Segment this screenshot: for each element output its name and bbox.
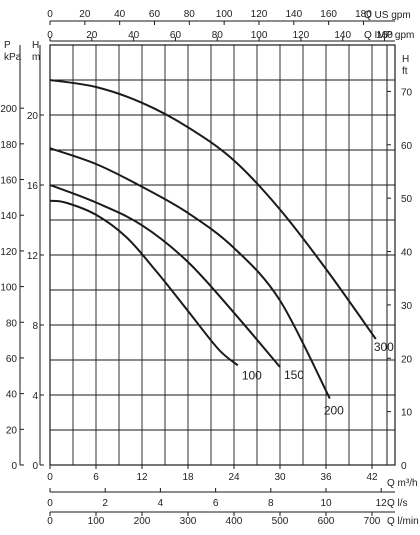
y-kpa-tick-label: 180 [0,140,17,151]
y-tick-label: 4 [32,391,38,402]
x-tick-label: 42 [366,472,378,483]
y-ft-tick-label: 40 [401,248,413,259]
y-ft-axis-unit: ft [402,66,408,77]
y-kpa-tick-label: 100 [0,283,17,294]
y-kpa-tick-label: 160 [0,176,17,187]
curve-200 [49,147,331,399]
x-impgpm-axis-label: Q IMP gpm [364,30,414,41]
y-ft-tick-label: 70 [401,87,413,98]
x-axis-label: Q m³/h [387,478,418,489]
x-tick-label: 36 [320,472,332,483]
y-axis-label: H [32,40,39,51]
y-kpa-tick-label: 20 [6,425,18,436]
y-ft-tick-label: 50 [401,194,413,205]
x-tick-label: 24 [228,472,240,483]
curve-300 [49,79,377,340]
x-lmin-tick-label: 0 [47,516,53,527]
curve-label-300: 300 [374,340,394,354]
x-usgpm-tick-label: 0 [47,9,53,20]
x-tick-label: 6 [93,472,99,483]
axes: 0 6 12 18 24 30 36 42Q m³/h0 2 4 6 8 10 12 Q l/s0 100 20… [0,9,418,527]
x-lmin-tick-label: 200 [134,516,151,527]
y-kpa-tick-label: 120 [0,247,17,258]
x-impgpm-tick-label: 160 [376,30,393,41]
y-ft-tick-label: 10 [401,408,413,419]
y-tick-label: 20 [27,111,39,122]
x-lps-axis-label: Q l/s [387,498,408,509]
x-impgpm-tick-label: 100 [251,30,268,41]
curve-label-200: 200 [324,404,344,418]
x-usgpm-axis-label: Q US gpm [364,10,411,21]
x-impgpm-tick-label: 0 [47,30,53,41]
x-usgpm-tick-label: 140 [285,9,302,20]
y-kpa-tick-label: 140 [0,211,17,222]
x-lmin-tick-label: 500 [272,516,289,527]
x-impgpm-tick-label: 120 [293,30,310,41]
x-tick-label: 30 [274,472,286,483]
x-tick-label: 18 [182,472,194,483]
x-lmin-tick-label: 300 [180,516,197,527]
x-usgpm-tick-label: 80 [184,9,196,20]
y-kpa-tick-label: 60 [6,354,18,365]
x-lps-tick-label: 6 [213,498,219,509]
curve-100 [49,199,239,367]
grid [50,45,395,465]
plot-frame [49,44,396,466]
y-tick-label: 16 [27,181,39,192]
x-usgpm-tick-label: 40 [114,9,126,20]
y-tick-label: 0 [32,461,38,472]
x-lps-tick-label: 4 [158,498,164,509]
x-lmin-tick-label: 600 [318,516,335,527]
x-lps-tick-label: 10 [320,498,332,509]
y-tick-label: 8 [32,321,38,332]
x-impgpm-tick-label: 20 [86,30,98,41]
y-kpa-tick-label: 200 [0,104,17,115]
x-usgpm-tick-label: 180 [355,9,372,20]
curve-label-100: 100 [242,368,262,382]
x-usgpm-tick-label: 160 [320,9,337,20]
x-lps-tick-label: 8 [268,498,274,509]
y-ft-tick-label: 60 [401,141,413,152]
curves [49,79,377,399]
x-lmin-tick-label: 100 [88,516,105,527]
y-axis-unit: m [32,52,40,63]
curve-label-150: 150 [284,368,304,382]
x-lmin-axis-label: Q l/min [387,516,419,527]
x-impgpm-tick-label: 140 [334,30,351,41]
x-lps-tick-label: 2 [102,498,108,509]
x-usgpm-tick-label: 60 [149,9,161,20]
y-ft-tick-label: 20 [401,354,413,365]
x-lmin-tick-label: 700 [364,516,381,527]
x-lps-tick-label: 0 [47,498,53,509]
y-kpa-tick-label: 0 [11,461,17,472]
x-tick-label: 0 [47,472,53,483]
y-kpa-tick-label: 40 [6,390,18,401]
x-tick-label: 12 [136,472,148,483]
x-impgpm-tick-label: 40 [128,30,140,41]
x-lmin-tick-label: 400 [226,516,243,527]
x-usgpm-tick-label: 100 [216,9,233,20]
x-lps-tick-label: 12 [376,498,388,509]
x-impgpm-tick-label: 60 [170,30,182,41]
y-ft-axis-label: H [402,54,409,65]
y-kpa-axis-unit: kPa [4,52,22,63]
x-usgpm-tick-label: 20 [79,9,91,20]
x-impgpm-tick-label: 80 [212,30,224,41]
x-usgpm-tick-label: 120 [251,9,268,20]
curve-labels: 100 150 200 300 [242,340,394,418]
y-tick-label: 12 [27,251,39,262]
y-ft-tick-label: 0 [401,461,407,472]
y-kpa-tick-label: 80 [6,318,18,329]
curve-150 [49,184,281,368]
y-ft-tick-label: 30 [401,301,413,312]
y-kpa-axis-label: P [4,40,11,51]
